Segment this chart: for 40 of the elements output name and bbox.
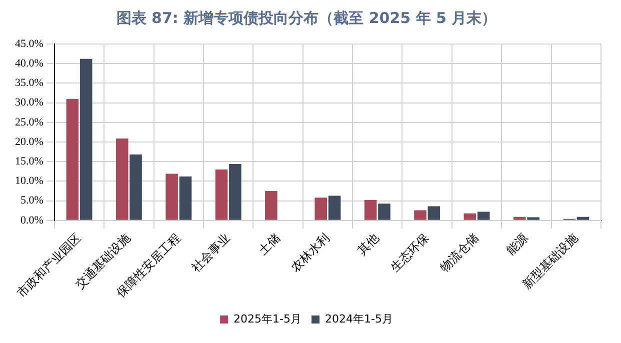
y-tick-label: 5.0%	[20, 194, 44, 207]
bar	[428, 206, 440, 220]
y-tick-label: 30.0%	[14, 96, 44, 109]
y-tick-label: 15.0%	[14, 156, 44, 168]
bar	[527, 217, 540, 220]
bar	[477, 212, 490, 220]
bar	[464, 213, 476, 220]
bar	[576, 216, 590, 220]
y-tick-label: 0.0%	[20, 214, 44, 226]
bar	[229, 164, 242, 220]
bar	[80, 58, 92, 220]
bar	[166, 174, 178, 220]
x-tick-label: 土储	[256, 230, 282, 258]
bar	[215, 169, 228, 220]
bar	[314, 198, 328, 220]
x-tick-label: 农林水利	[288, 230, 332, 275]
bar	[378, 204, 390, 220]
x-tick-label: 生态环保	[388, 230, 432, 275]
y-tick-label: 20.0%	[14, 136, 44, 148]
bar	[179, 176, 192, 220]
bar	[328, 196, 341, 220]
y-tick-label: 40.0%	[14, 57, 44, 70]
x-tick-label: 其他	[354, 230, 382, 258]
chart-title: 图表 87: 新增专项债投向分布（截至 2025 年 5 月末）	[116, 8, 497, 27]
legend-label: 2025年1-5月	[234, 312, 302, 326]
bar	[364, 200, 377, 220]
y-tick-label: 35.0%	[14, 77, 44, 90]
x-tick-label: 能源	[504, 230, 531, 258]
bar	[513, 216, 526, 220]
x-tick-label: 社会事业	[188, 230, 233, 275]
bar	[130, 154, 142, 220]
bar	[116, 138, 128, 220]
y-tick-label: 10.0%	[14, 175, 44, 188]
y-tick-label: 25.0%	[14, 116, 44, 128]
bar	[265, 191, 278, 220]
x-tick-label: 物流仓储	[437, 230, 482, 275]
y-tick-label: 45.0%	[14, 38, 44, 50]
bar	[66, 98, 79, 220]
legend-label: 2024年1-5月	[325, 312, 393, 326]
bar	[414, 210, 426, 220]
